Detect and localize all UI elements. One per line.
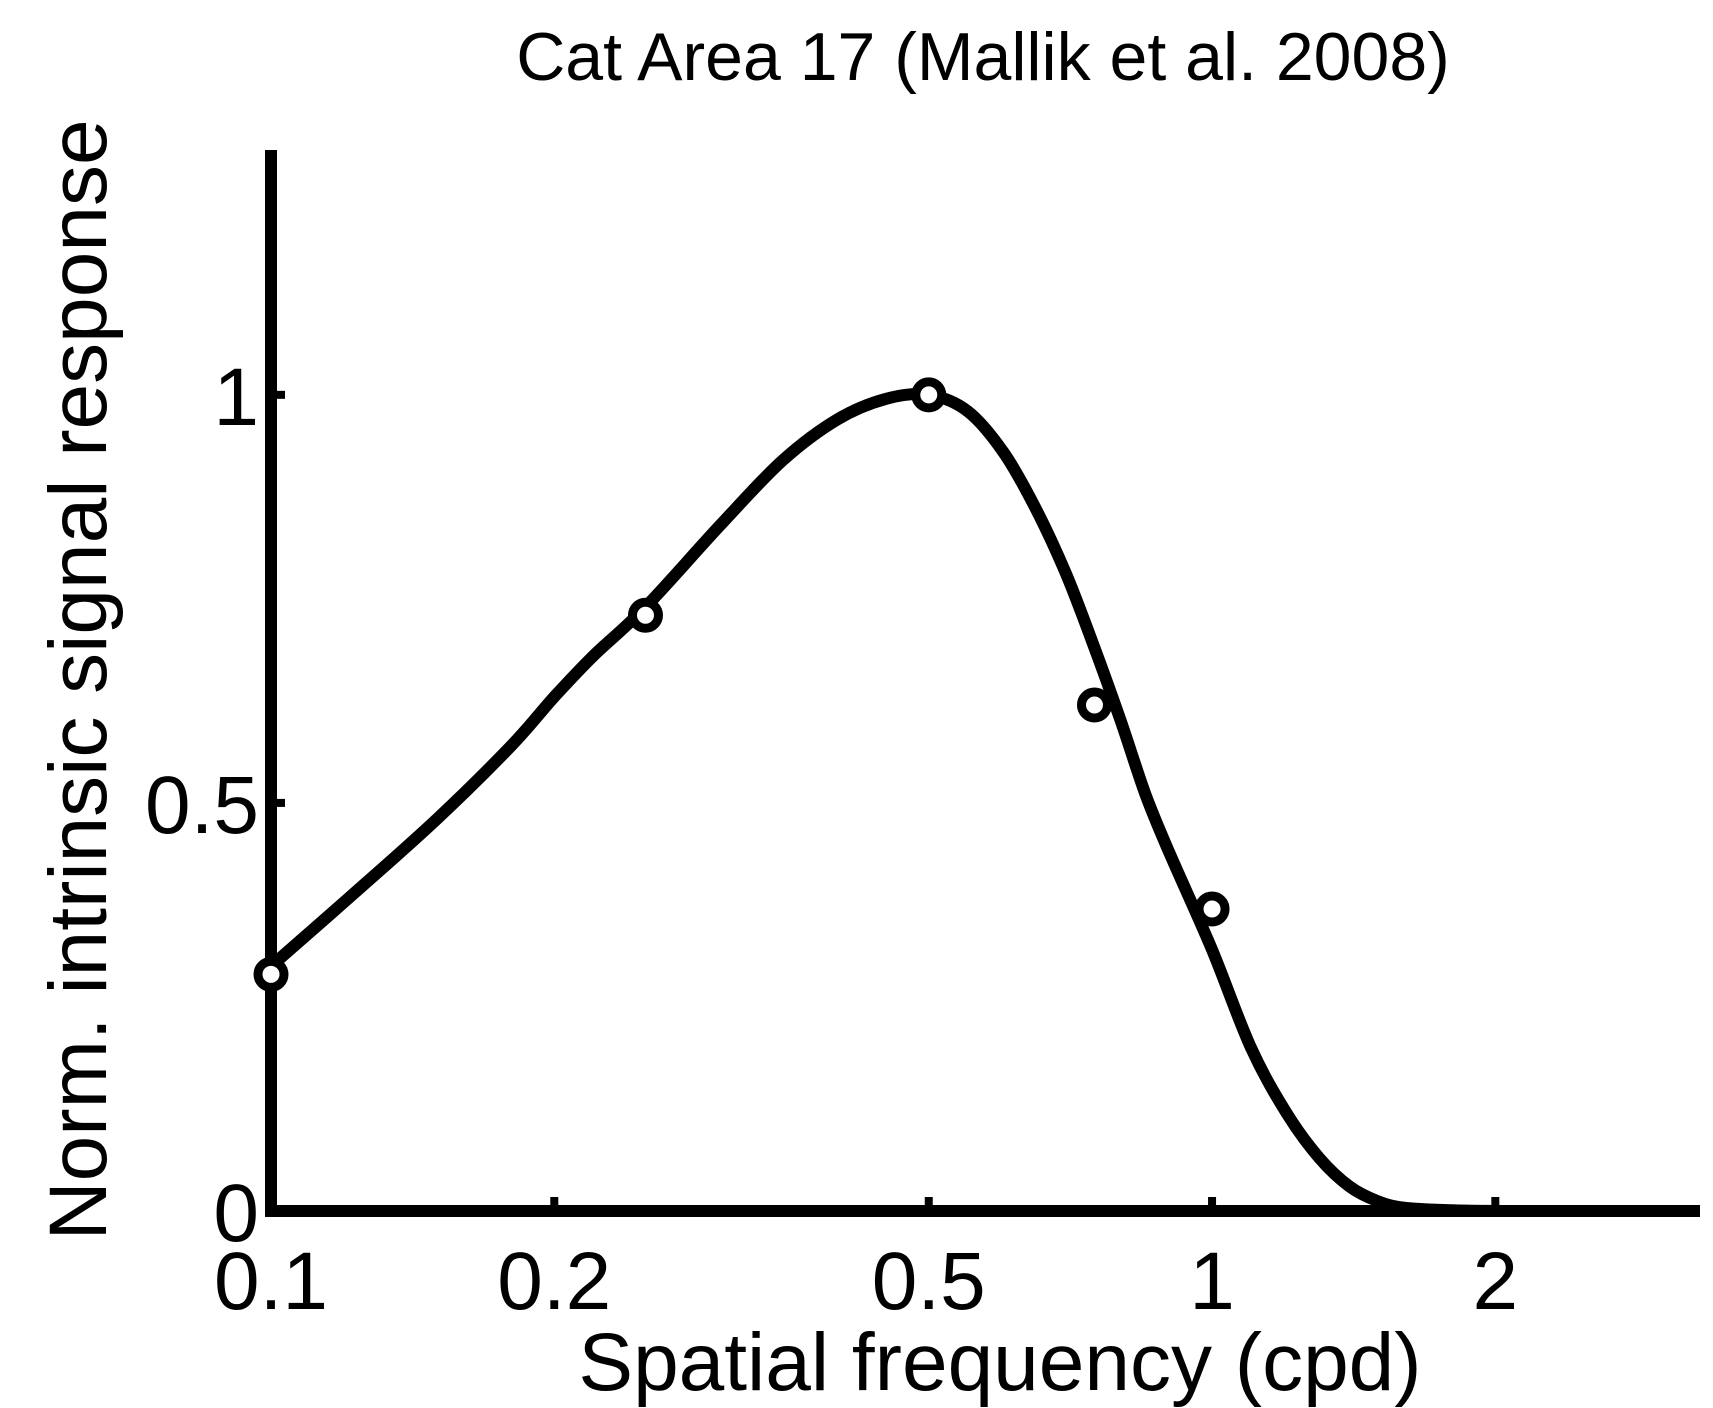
ticks-layer: 0.1 0.2 0.5 1 2 0 0.5 1 — [145, 352, 1518, 1327]
y-tick-label: 1 — [213, 352, 259, 443]
y-tick-label: 0 — [213, 1168, 259, 1259]
y-tick-label: 0.5 — [145, 760, 259, 851]
fit-curve-layer — [265, 388, 1502, 1217]
fit-curve — [265, 388, 1502, 1217]
data-points-layer — [253, 377, 1230, 992]
x-tick-label: 1 — [1189, 1236, 1235, 1327]
data-point — [911, 377, 947, 413]
x-tick-label: 0.1 — [214, 1236, 328, 1327]
data-point — [1194, 891, 1230, 927]
axes — [265, 150, 1700, 1217]
chart-title: Cat Area 17 (Mallik et al. 2008) — [516, 19, 1450, 95]
data-point — [253, 956, 289, 992]
x-tick-label: 2 — [1473, 1236, 1519, 1327]
x-axis-label: Spatial frequency (cpd) — [578, 1317, 1421, 1408]
x-tick-label: 0.5 — [872, 1236, 986, 1327]
x-tick-label: 0.2 — [497, 1236, 611, 1327]
data-point — [627, 597, 663, 633]
data-point — [1076, 687, 1112, 723]
y-axis-label: Norm. intrinsic signal response — [33, 119, 124, 1240]
